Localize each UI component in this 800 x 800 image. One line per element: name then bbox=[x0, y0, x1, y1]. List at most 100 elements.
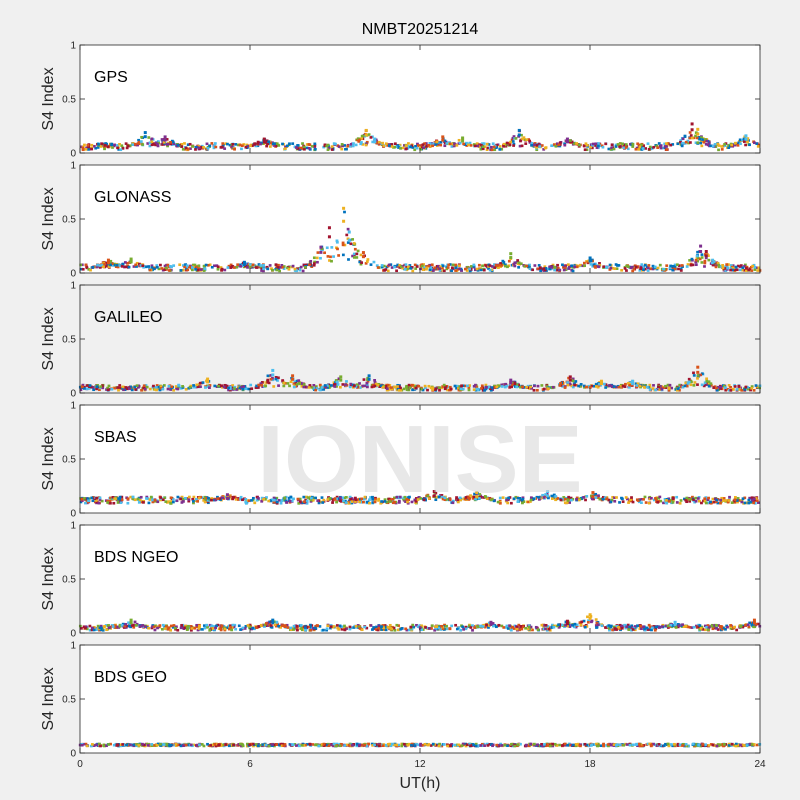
data-point bbox=[451, 263, 455, 267]
data-point bbox=[245, 143, 249, 147]
data-point bbox=[639, 266, 643, 270]
peak-point bbox=[441, 138, 445, 142]
data-point bbox=[247, 499, 251, 503]
data-point bbox=[729, 626, 733, 630]
data-point bbox=[307, 386, 311, 389]
data-point bbox=[551, 385, 555, 389]
peak-point bbox=[441, 135, 445, 139]
data-point bbox=[207, 496, 210, 500]
data-point bbox=[163, 268, 167, 271]
data-point bbox=[542, 496, 546, 499]
peak-point bbox=[489, 622, 493, 626]
data-point bbox=[153, 267, 156, 271]
data-point bbox=[203, 267, 207, 270]
peak-point bbox=[588, 256, 592, 260]
data-point bbox=[314, 625, 318, 628]
data-point bbox=[255, 498, 259, 502]
data-point bbox=[687, 141, 690, 145]
data-point bbox=[752, 497, 756, 501]
data-point bbox=[139, 140, 143, 143]
data-point bbox=[544, 267, 548, 270]
data-point bbox=[714, 386, 718, 390]
data-point bbox=[461, 387, 465, 391]
peak-point bbox=[291, 374, 295, 378]
data-point bbox=[405, 144, 408, 147]
data-point bbox=[100, 499, 104, 503]
data-point bbox=[484, 387, 488, 391]
data-point bbox=[112, 743, 116, 747]
data-point bbox=[313, 144, 317, 147]
data-point bbox=[231, 143, 235, 146]
data-point bbox=[440, 624, 444, 628]
data-point bbox=[448, 388, 451, 392]
data-point bbox=[514, 495, 518, 499]
data-point bbox=[530, 387, 534, 390]
data-point bbox=[451, 499, 455, 503]
data-point bbox=[669, 623, 673, 627]
data-point bbox=[420, 264, 424, 268]
data-point bbox=[312, 256, 316, 260]
data-point bbox=[186, 147, 190, 151]
data-point bbox=[493, 386, 497, 389]
data-point bbox=[401, 146, 405, 150]
data-point bbox=[600, 144, 604, 148]
data-point bbox=[156, 500, 160, 504]
data-point bbox=[152, 625, 156, 629]
data-point bbox=[234, 627, 238, 631]
data-point bbox=[707, 626, 711, 630]
data-point bbox=[506, 501, 510, 505]
data-point bbox=[271, 376, 274, 380]
data-point bbox=[399, 386, 402, 390]
data-point bbox=[485, 386, 488, 389]
data-point bbox=[578, 143, 581, 147]
data-point bbox=[409, 384, 413, 388]
data-point bbox=[454, 623, 458, 627]
data-point bbox=[487, 267, 490, 270]
data-point bbox=[259, 266, 263, 269]
data-point bbox=[744, 385, 748, 389]
data-point bbox=[285, 500, 288, 504]
data-point bbox=[405, 388, 409, 392]
data-point bbox=[420, 628, 423, 632]
data-point bbox=[395, 269, 399, 273]
data-point bbox=[512, 627, 516, 630]
data-point bbox=[711, 627, 715, 631]
data-point bbox=[341, 253, 345, 257]
data-point bbox=[694, 258, 698, 262]
data-point bbox=[142, 386, 146, 390]
data-point bbox=[323, 251, 326, 255]
data-point bbox=[230, 145, 234, 148]
data-point bbox=[415, 146, 419, 150]
data-point bbox=[696, 141, 700, 144]
data-point bbox=[300, 625, 304, 629]
data-point bbox=[404, 627, 408, 631]
data-point bbox=[752, 501, 755, 505]
data-point bbox=[124, 622, 128, 626]
data-point bbox=[134, 263, 138, 267]
data-point bbox=[663, 146, 667, 150]
data-point bbox=[440, 744, 444, 748]
data-point bbox=[602, 265, 606, 268]
data-point bbox=[508, 143, 512, 147]
data-point bbox=[118, 384, 122, 387]
data-point bbox=[202, 269, 206, 272]
data-point bbox=[299, 265, 303, 269]
data-point bbox=[475, 142, 479, 145]
y-tick-label: 0 bbox=[70, 509, 76, 520]
data-point bbox=[668, 383, 672, 387]
data-point bbox=[361, 384, 365, 388]
data-point bbox=[303, 147, 306, 151]
data-point bbox=[476, 269, 480, 272]
data-point bbox=[731, 388, 735, 391]
data-point bbox=[91, 626, 95, 630]
data-point bbox=[585, 495, 589, 498]
data-point bbox=[575, 142, 579, 145]
data-point bbox=[459, 498, 462, 502]
data-point bbox=[377, 497, 381, 501]
data-point bbox=[166, 501, 169, 504]
data-point bbox=[382, 144, 386, 148]
data-point bbox=[578, 621, 582, 624]
data-point bbox=[517, 261, 521, 264]
data-point bbox=[166, 387, 170, 391]
data-point bbox=[721, 263, 725, 267]
